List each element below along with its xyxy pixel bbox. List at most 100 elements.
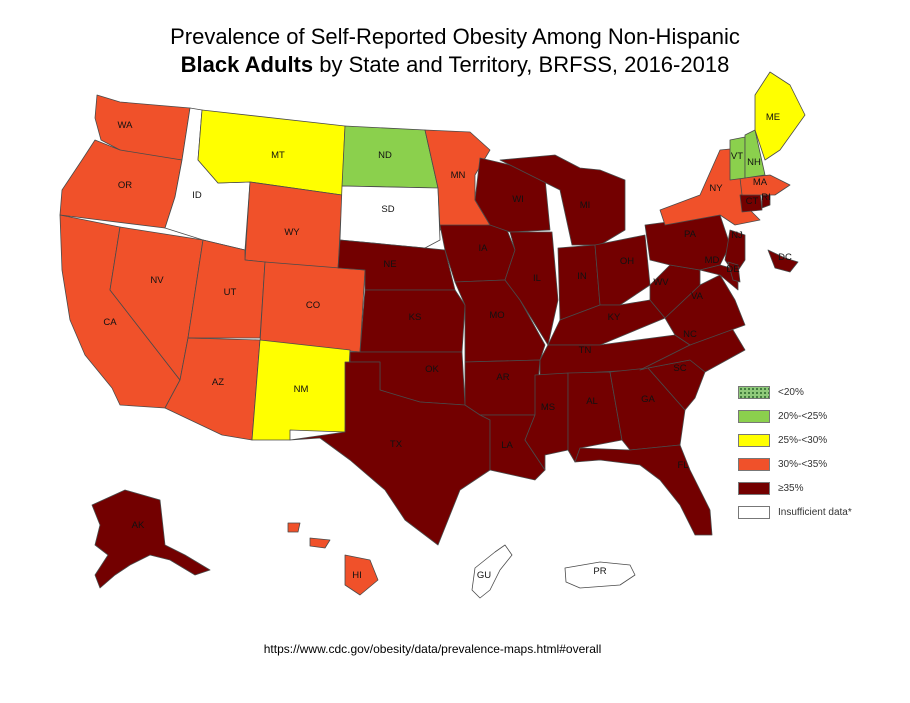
state-label-NE: NE: [383, 259, 396, 270]
legend-item-25to30: 25%-<30%: [738, 434, 908, 448]
state-label-NJ: NJ: [731, 230, 743, 241]
state-DE[interactable]: [727, 261, 741, 283]
state-label-KY: KY: [608, 312, 621, 323]
state-label-TX: TX: [390, 439, 403, 450]
legend-label-ge35: ≥35%: [778, 483, 804, 494]
state-label-CO: CO: [306, 300, 320, 311]
state-label-GA: GA: [641, 394, 655, 405]
legend-item-insufficient: Insufficient data*: [738, 506, 908, 520]
state-SD[interactable]: [339, 185, 441, 249]
map-title-bold: Black Adults: [180, 52, 314, 77]
state-label-RI: RI: [761, 192, 771, 203]
state-label-FL: FL: [677, 460, 688, 471]
state-WY[interactable]: [244, 181, 343, 271]
state-label-MA: MA: [753, 177, 768, 188]
state-label-MS: MS: [541, 402, 555, 413]
state-label-OH: OH: [620, 256, 634, 267]
state-label-ID: ID: [192, 190, 202, 201]
state-label-AR: AR: [496, 372, 509, 383]
state-label-MN: MN: [451, 170, 466, 181]
legend-swatch-lt20: [738, 386, 770, 399]
legend-item-ge35: ≥35%: [738, 482, 908, 496]
state-label-LA: LA: [501, 440, 513, 451]
state-label-AL: AL: [586, 396, 598, 407]
state-MI[interactable]: [499, 154, 626, 246]
legend-swatch-ge35: [738, 482, 770, 495]
state-label-OR: OR: [118, 180, 132, 191]
state-label-NH: NH: [747, 157, 761, 168]
state-label-WA: WA: [118, 120, 134, 131]
legend-label-30to35: 30%-<35%: [778, 459, 828, 470]
state-label-DE: DE: [726, 264, 739, 275]
state-label-AK: AK: [132, 520, 145, 531]
legend-label-20to25: 20%-<25%: [778, 411, 828, 422]
state-label-WV: WV: [653, 277, 669, 288]
state-label-SC: SC: [673, 363, 686, 374]
state-label-PR: PR: [593, 566, 606, 577]
state-label-ND: ND: [378, 150, 392, 161]
state-KS[interactable]: [359, 289, 466, 353]
state-label-AZ: AZ: [212, 377, 224, 388]
state-label-NY: NY: [709, 183, 723, 194]
state-label-NC: NC: [683, 329, 697, 340]
state-label-UT: UT: [224, 287, 237, 298]
state-HI-islands[interactable]: [287, 522, 301, 533]
state-label-TN: TN: [579, 345, 592, 356]
legend-swatch-insufficient: [738, 506, 770, 519]
state-label-PA: PA: [684, 229, 697, 240]
state-label-IN: IN: [577, 271, 587, 282]
state-label-VA: VA: [691, 291, 704, 302]
state-label-DC: DC: [778, 252, 792, 263]
legend-swatch-30to35: [738, 458, 770, 471]
legend-label-insufficient: Insufficient data*: [778, 507, 852, 518]
state-TX[interactable]: [289, 361, 491, 546]
state-label-IA: IA: [479, 243, 489, 254]
state-label-OK: OK: [425, 364, 439, 375]
legend-label-lt20: <20%: [778, 387, 804, 398]
state-IL[interactable]: [504, 231, 559, 346]
legend-item-20to25: 20%-<25%: [738, 410, 908, 424]
source-url: https://www.cdc.gov/obesity/data/prevale…: [263, 642, 602, 656]
state-label-SD: SD: [381, 204, 394, 215]
map-title-line2: Black Adults by State and Territory, BRF…: [0, 52, 910, 78]
state-NH[interactable]: [744, 129, 766, 179]
territory-GU[interactable]: [471, 544, 513, 599]
map-title-rest: by State and Territory, BRFSS, 2016-2018: [313, 52, 730, 77]
legend-item-lt20: <20%: [738, 386, 908, 400]
state-FL[interactable]: [574, 444, 713, 536]
state-label-ME: ME: [766, 112, 780, 123]
map-title-line1: Prevalence of Self-Reported Obesity Amon…: [170, 24, 740, 49]
legend-swatch-25to30: [738, 434, 770, 447]
state-DC[interactable]: [767, 249, 799, 273]
state-label-MD: MD: [705, 255, 720, 266]
state-label-MO: MO: [489, 310, 504, 321]
territory-PR[interactable]: [564, 561, 636, 589]
state-label-MI: MI: [580, 200, 591, 211]
state-label-VT: VT: [731, 151, 743, 162]
state-label-NV: NV: [150, 275, 164, 286]
state-label-IL: IL: [533, 273, 541, 284]
state-label-KS: KS: [409, 312, 422, 323]
state-label-HI: HI: [352, 570, 362, 581]
state-ME[interactable]: [754, 71, 806, 161]
state-MA[interactable]: [739, 174, 791, 196]
state-HI[interactable]: [344, 554, 379, 596]
state-OH[interactable]: [594, 234, 651, 306]
state-label-CA: CA: [103, 317, 117, 328]
state-label-WI: WI: [512, 194, 524, 205]
state-AK[interactable]: [91, 489, 211, 589]
state-label-WY: WY: [284, 227, 300, 238]
state-KY[interactable]: [547, 299, 666, 346]
legend-swatch-20to25: [738, 410, 770, 423]
state-AR[interactable]: [464, 359, 541, 416]
state-label-NM: NM: [294, 384, 309, 395]
legend-label-25to30: 25%-<30%: [778, 435, 828, 446]
state-label-MT: MT: [271, 150, 285, 161]
legend-item-30to35: 30%-<35%: [738, 458, 908, 472]
state-NM[interactable]: [251, 339, 351, 441]
state-label-GU: GU: [477, 570, 491, 581]
state-label-CT: CT: [746, 196, 759, 207]
state-VA[interactable]: [664, 274, 746, 346]
state-HI-island2[interactable]: [309, 537, 331, 549]
